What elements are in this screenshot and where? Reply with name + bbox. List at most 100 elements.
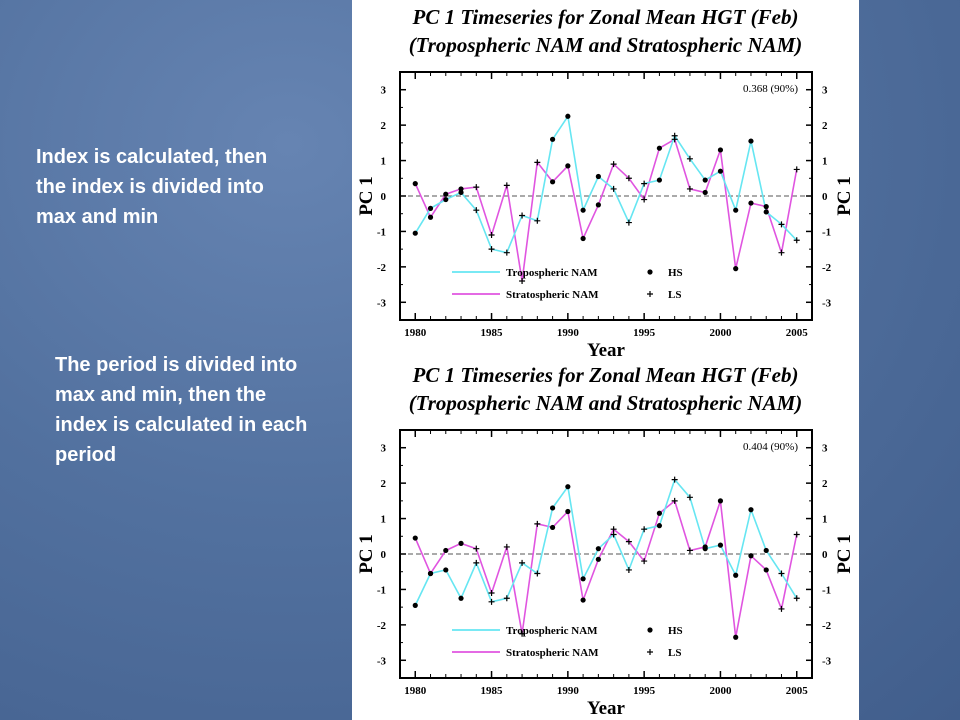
chart2-subtitle: (Tropospheric NAM and Stratospheric NAM): [408, 391, 803, 415]
chart2-legend-hs-marker: [647, 627, 653, 633]
chart2-tropospheric-point-hs: [717, 542, 724, 548]
chart2-tropospheric-point-ls: [534, 570, 541, 577]
chart1-stratospheric-point-ls: [503, 182, 510, 189]
chart2-ytick-label-right: 1: [822, 514, 828, 526]
chart1-stratospheric-point-hs: [595, 202, 601, 208]
chart2-stratospheric-point-ls: [610, 526, 617, 533]
chart2-stratospheric-point-ls: [671, 497, 678, 504]
chart1-ylabel-left: PC 1: [356, 176, 377, 216]
chart1-stratospheric-point-hs: [458, 186, 464, 192]
chart2-tropospheric-point-ls: [641, 526, 648, 533]
chart2-stratospheric-point-ls: [641, 558, 648, 565]
chart2-tropospheric-point-ls: [488, 598, 495, 605]
chart1-tropospheric-point-ls: [641, 180, 648, 187]
chart1-stratospheric-point-ls: [671, 136, 678, 143]
chart2-tropospheric-point-ls: [625, 566, 632, 573]
chart1-tropospheric-point-ls: [793, 237, 800, 244]
chart2-stratospheric-point-hs: [717, 498, 724, 504]
chart2-tropospheric-point-hs: [763, 547, 769, 554]
chart1-tropospheric-point-hs: [443, 196, 449, 203]
chart1-ytick-label-right: 2: [822, 120, 828, 132]
chart1-xtick-label: 1990: [557, 327, 580, 339]
chart1-tropospheric-point-ls: [488, 246, 495, 253]
chart1-tropospheric-point-hs: [717, 168, 724, 174]
chart2-stratospheric-point-ls: [534, 520, 541, 527]
chart2-tropospheric-point-ls: [793, 595, 800, 602]
chart2-ytick-label-left: 1: [381, 514, 387, 526]
chart2-xtick-label: 1995: [633, 685, 656, 697]
chart2-tropospheric-point-ls: [519, 559, 526, 566]
chart2-tropospheric-point-ls: [473, 559, 480, 566]
chart1-ytick-label-right: 3: [822, 85, 828, 97]
chart1-ytick-label-right: -1: [822, 226, 831, 238]
chart2-ytick-label-right: -1: [822, 584, 831, 596]
chart1-stratospheric-point-ls: [778, 249, 785, 256]
chart1-stratospheric-point-hs: [427, 214, 434, 220]
chart2-stratospheric-point-ls: [488, 589, 495, 596]
chart2-legend-stratospheric-label: Stratospheric NAM: [506, 647, 599, 659]
chart2-stratospheric-point-ls: [778, 605, 785, 612]
chart2-ytick-label-left: -2: [377, 620, 387, 632]
chart1-tropospheric-point-ls: [686, 155, 693, 162]
chart2-xtick-label: 1980: [404, 685, 427, 697]
chart2-legend-tropospheric-label: Tropospheric NAM: [506, 625, 598, 637]
chart1-ytick-label-right: 0: [822, 191, 828, 203]
chart2-ytick-label-right: 3: [822, 443, 828, 455]
chart1-tropospheric-point-hs: [656, 177, 663, 183]
chart1-ytick-label-left: -1: [377, 226, 386, 238]
chart2-ytick-label-left: 2: [381, 478, 387, 490]
chart1-ytick-label-left: -3: [377, 297, 387, 309]
chart1-legend-tropospheric-label: Tropospheric NAM: [506, 267, 598, 279]
chart2-tropospheric-point-ls: [686, 494, 693, 501]
chart1-xtick-label: 1980: [404, 327, 427, 339]
chart2-tropospheric-point-ls: [610, 531, 617, 538]
chart2-stratospheric-point-hs: [458, 540, 464, 546]
chart2-correlation-annotation: 0.404 (90%): [743, 441, 798, 453]
chart2-tropospheric-point-hs: [443, 567, 449, 573]
chart2-tropospheric-point-hs: [549, 505, 556, 511]
chart1-stratospheric-point-ls: [625, 175, 632, 182]
chart2-ylabel-left: PC 1: [356, 534, 377, 574]
chart2-ytick-label-left: -1: [377, 584, 386, 596]
chart1-tropospheric-point-ls: [778, 221, 785, 228]
chart2-xtick-label: 2005: [786, 685, 809, 697]
chart1-stratospheric-point-hs: [733, 266, 739, 272]
chart1-tropospheric-point-hs: [748, 138, 754, 144]
chart1-xlabel: Year: [587, 340, 626, 361]
chart1-ytick-label-left: 3: [381, 85, 387, 97]
chart2-tropospheric-point-hs: [656, 523, 663, 529]
chart1-stratospheric-point-ls: [473, 184, 480, 191]
note-period-divided: The period is divided into max and min, …: [55, 354, 308, 466]
chart1-xtick-label: 1985: [481, 327, 504, 339]
chart1-legend-stratospheric-label: Stratospheric NAM: [506, 289, 599, 301]
chart1-legend-hs-label: HS: [668, 267, 683, 279]
chart2-tropospheric-point-hs: [580, 576, 586, 582]
chart1-tropospheric-point-hs: [702, 177, 708, 183]
chart1-stratospheric-point-ls: [686, 185, 693, 192]
chart1-ytick-label-left: -2: [377, 262, 387, 274]
chart2-ytick-label-right: -3: [822, 655, 832, 667]
chart2-legend-ls-marker: [647, 649, 653, 655]
chart2-stratospheric-point-hs: [580, 597, 586, 603]
chart1-stratospheric-point-hs: [580, 235, 586, 242]
chart1-stratospheric-point-hs: [443, 191, 449, 197]
chart1-tropospheric-point-ls: [503, 249, 510, 256]
chart2-title: PC 1 Timeseries for Zonal Mean HGT (Feb): [412, 363, 799, 387]
chart1-stratospheric-point-hs: [549, 179, 556, 185]
chart2-plot: 3 3 2 2 1 1 0 0 -1 -1 -2 -2 -3 -3 1980 1985 1990 1995 2000…: [356, 429, 855, 719]
chart2-ytick-label-right: -2: [822, 620, 832, 632]
chart2-tropospheric-point-ls: [503, 595, 510, 602]
chart2-ytick-label-left: 0: [381, 549, 387, 561]
chart2-stratospheric-point-ls: [503, 543, 510, 550]
chart2-stratospheric-point-ls: [686, 547, 693, 554]
chart1-tropospheric-point-hs: [549, 136, 556, 142]
chart2-ylabel-right: PC 1: [834, 534, 855, 574]
chart1-ytick-label-right: 1: [822, 156, 828, 168]
chart2-xtick-label: 1990: [557, 685, 580, 697]
chart1-plot-frame: [399, 71, 813, 321]
chart1-legend-hs-marker: [647, 269, 653, 275]
chart2-series-tropospheric-line: [414, 478, 798, 606]
chart2-stratospheric-point-ls: [625, 538, 632, 545]
chart1-ytick-label-left: 0: [381, 191, 387, 203]
chart2-xtick-label: 2000: [709, 685, 732, 697]
